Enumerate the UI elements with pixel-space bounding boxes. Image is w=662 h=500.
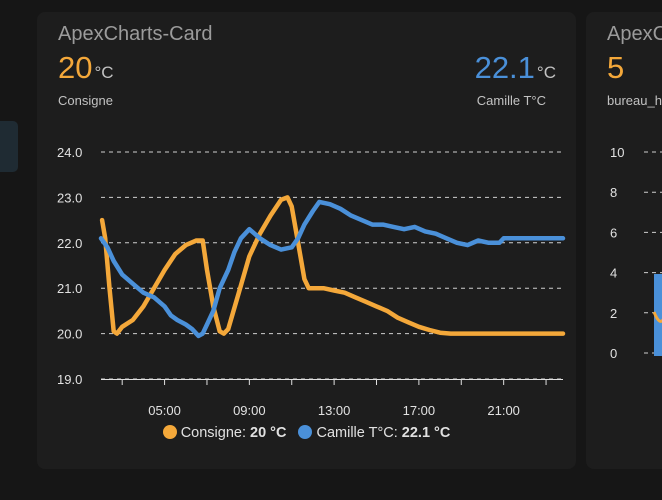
y-tick-label: 22.0 <box>57 236 82 251</box>
x-tick-label: 09:00 <box>233 403 266 418</box>
consigne-value: 20 <box>58 50 93 85</box>
legend-name-consigne: Consigne: <box>180 425 246 441</box>
x-tick-label: 17:00 <box>403 403 436 418</box>
y-tick-label: 20.0 <box>57 327 82 342</box>
legend-value-consigne: 20 °C <box>250 425 287 441</box>
y-tick-label: 19.0 <box>57 372 82 387</box>
legend-item-consigne[interactable]: Consigne: 20 °C <box>162 425 287 441</box>
side-panel-tab[interactable] <box>0 121 18 172</box>
legend-marker-camille <box>298 425 313 439</box>
apexcharts-card: ApexCharts-Card 20 °C Consigne 22.1 °C Cam… <box>37 12 576 469</box>
consigne-series-line <box>99 195 566 336</box>
consigne-value-display: 20 °C <box>58 50 114 86</box>
camille-label: Camille T°C <box>476 93 546 108</box>
camille-value: 22.1 <box>474 50 535 85</box>
camille-series-line <box>98 199 566 339</box>
card-title: ApexCharts-Card <box>58 23 213 45</box>
card2-y-tick-label: 2 <box>610 306 617 321</box>
y-tick-label: 24.0 <box>57 145 82 160</box>
card2-chart[interactable]: 10 8 6 4 2 0 <box>586 12 662 412</box>
legend-marker-consigne <box>162 425 177 439</box>
card2-y-tick-label: 4 <box>610 266 617 281</box>
x-tick-label: 05:00 <box>148 403 181 418</box>
x-tick-label: 13:00 <box>318 403 351 418</box>
card2-title: ApexCharts-Card <box>607 23 662 45</box>
temperature-line-chart[interactable]: 24.0 23.0 22.0 21.0 20.0 19.0 05:00 09:00 13:00 1… <box>37 12 576 422</box>
apexcharts-card-secondary: ApexCharts-Card 5 bureau_h 10 8 6 4 2 0 <box>586 12 662 469</box>
card2-y-tick-label: 0 <box>610 346 617 361</box>
legend-name-camille: Camille T°C: <box>316 425 398 441</box>
card2-value: 5 <box>607 50 625 85</box>
camille-value-display: 22.1 °C <box>475 50 556 86</box>
card2-y-tick-label: 6 <box>610 225 617 240</box>
card2-bar <box>654 274 662 356</box>
chart-legend: Consigne: 20 °C Camille T°C: 22.1 °C <box>37 425 576 441</box>
card2-y-tick-label: 10 <box>610 145 624 160</box>
consigne-unit: °C <box>94 63 114 82</box>
legend-item-camille[interactable]: Camille T°C: 22.1 °C <box>298 425 450 441</box>
legend-value-camille: 22.1 °C <box>401 425 451 441</box>
y-tick-label: 23.0 <box>57 190 82 205</box>
card2-label: bureau_h <box>607 93 662 108</box>
card2-line <box>652 311 662 323</box>
x-tick-label: 21:00 <box>487 403 520 418</box>
card2-y-tick-label: 8 <box>610 185 617 200</box>
camille-unit: °C <box>536 63 556 82</box>
consigne-label: Consigne <box>58 93 113 108</box>
y-tick-label: 21.0 <box>57 281 82 296</box>
